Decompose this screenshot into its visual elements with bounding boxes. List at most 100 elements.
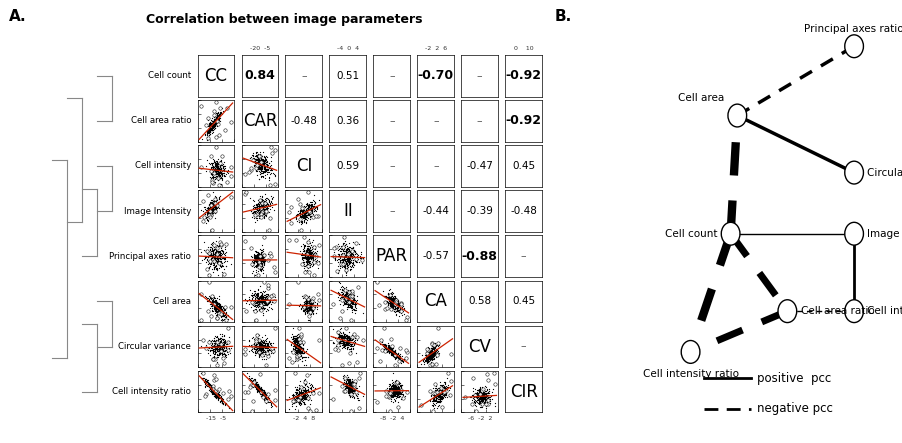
Point: [383, 296, 398, 303]
Point: [425, 342, 439, 349]
Point: [208, 253, 223, 260]
Point: [207, 388, 221, 395]
Point: [249, 346, 263, 353]
Point: [338, 264, 353, 272]
Point: [200, 297, 215, 304]
Point: [291, 344, 306, 351]
Point: [253, 166, 268, 173]
Point: [474, 383, 489, 390]
Point: [428, 394, 443, 401]
Point: [252, 387, 266, 394]
Point: [475, 395, 490, 402]
Point: [390, 387, 404, 394]
Point: [378, 342, 392, 350]
Point: [210, 167, 225, 174]
Point: [251, 208, 265, 215]
Point: [302, 309, 317, 316]
Point: [343, 244, 357, 251]
Point: [207, 199, 222, 206]
Point: [386, 298, 400, 305]
Point: [299, 205, 314, 212]
Point: [431, 391, 446, 398]
Point: [198, 377, 212, 384]
Point: [206, 123, 220, 130]
Point: [212, 342, 226, 349]
Point: [213, 175, 227, 182]
Point: [304, 202, 318, 209]
Point: [256, 204, 271, 211]
Point: [345, 380, 360, 387]
Point: [288, 341, 302, 348]
Point: [221, 337, 235, 344]
Point: [388, 351, 402, 358]
Point: [260, 344, 274, 351]
Point: [343, 252, 357, 259]
Point: [386, 382, 400, 389]
Point: [256, 387, 271, 394]
Point: [291, 217, 306, 224]
Point: [252, 386, 266, 393]
Point: [391, 387, 405, 394]
Point: [215, 352, 229, 359]
Point: [475, 389, 490, 396]
Point: [387, 388, 401, 395]
Point: [253, 151, 267, 158]
Point: [384, 349, 399, 356]
Point: [343, 381, 357, 388]
Point: [203, 205, 217, 212]
Point: [262, 200, 277, 207]
Point: [345, 298, 360, 305]
Point: [432, 386, 446, 393]
Point: [343, 301, 357, 308]
Point: [392, 389, 407, 396]
Point: [345, 339, 359, 346]
Point: [252, 347, 266, 354]
Point: [257, 301, 272, 308]
Point: [340, 253, 354, 260]
Point: [211, 391, 226, 398]
Point: [205, 118, 219, 125]
Point: [250, 384, 264, 391]
Point: [381, 348, 395, 355]
Point: [202, 128, 216, 136]
Point: [305, 255, 319, 262]
Point: [425, 345, 439, 352]
Point: [252, 383, 266, 390]
Point: [252, 387, 266, 394]
Point: [253, 340, 268, 347]
Point: [256, 210, 271, 218]
Point: [296, 346, 310, 353]
Point: [255, 292, 270, 299]
Point: [253, 386, 267, 393]
Point: [212, 116, 226, 123]
Point: [289, 343, 303, 350]
Point: [382, 346, 396, 353]
Point: [473, 390, 487, 397]
Point: [258, 304, 272, 311]
Point: [203, 346, 217, 354]
Point: [215, 331, 229, 338]
Point: [293, 389, 308, 396]
Point: [263, 161, 278, 168]
Point: [291, 338, 306, 345]
Point: [432, 394, 446, 401]
Point: [389, 311, 403, 318]
Point: [253, 170, 267, 177]
Point: [202, 343, 216, 350]
Point: [201, 382, 216, 389]
Point: [257, 394, 272, 401]
Point: [383, 346, 398, 353]
Point: [287, 334, 301, 342]
Point: [207, 390, 221, 397]
Point: [206, 299, 220, 306]
Point: [349, 388, 364, 395]
Point: [299, 298, 314, 305]
Point: [200, 249, 215, 256]
Point: [254, 207, 269, 214]
Point: [258, 393, 272, 400]
Point: [338, 338, 353, 345]
Point: [389, 299, 403, 307]
Point: [385, 344, 400, 351]
Point: [294, 348, 308, 355]
Point: [304, 255, 318, 262]
